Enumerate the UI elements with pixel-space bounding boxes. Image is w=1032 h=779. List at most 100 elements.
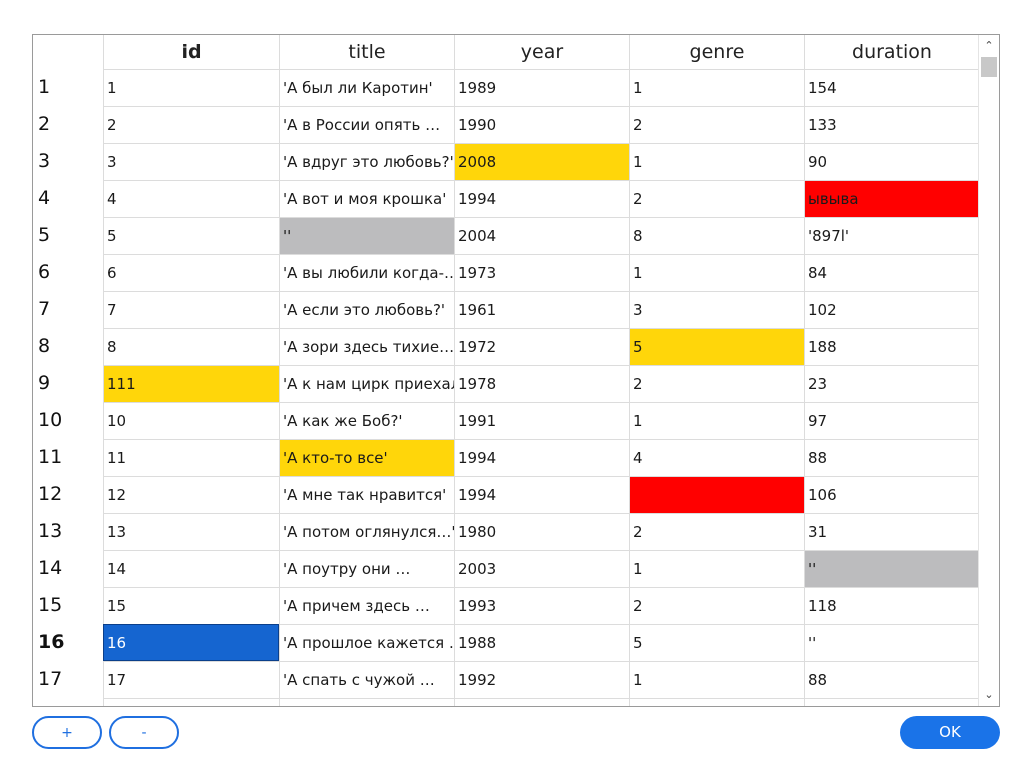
cell-duration[interactable]: 23 bbox=[804, 365, 979, 402]
cell-year[interactable]: 1973 bbox=[454, 254, 629, 291]
cell-id[interactable]: 13 bbox=[103, 513, 279, 550]
cell-duration[interactable]: 31 bbox=[804, 513, 979, 550]
cell-genre[interactable]: 3 bbox=[629, 291, 804, 328]
cell-duration[interactable]: 118 bbox=[804, 587, 979, 624]
cell-duration[interactable]: 133 bbox=[804, 106, 979, 143]
cell-genre[interactable]: 4 bbox=[629, 439, 804, 476]
cell-id[interactable]: 12 bbox=[103, 476, 279, 513]
cell-duration[interactable]: 154 bbox=[804, 69, 979, 106]
cell-id[interactable]: 4 bbox=[103, 180, 279, 217]
cell-genre[interactable]: 5 bbox=[629, 624, 804, 661]
add-row-button[interactable]: + bbox=[32, 716, 102, 749]
row-number[interactable]: 4 bbox=[38, 187, 51, 209]
cell-year[interactable]: 1993 bbox=[454, 587, 629, 624]
cell-title[interactable] bbox=[279, 698, 454, 706]
cell-title[interactable]: 'А поутру они … bbox=[279, 550, 454, 587]
cell-genre[interactable]: 1 bbox=[629, 550, 804, 587]
row-number[interactable]: 17 bbox=[38, 668, 63, 690]
cell-id[interactable]: 11 bbox=[103, 439, 279, 476]
cell-title[interactable]: 'А зори здесь тихие…' bbox=[279, 328, 454, 365]
cell-title[interactable]: 'А вы любили когда-… bbox=[279, 254, 454, 291]
cell-id[interactable]: 111 bbox=[103, 365, 279, 402]
cell-title[interactable]: 'А кто-то все' bbox=[279, 439, 454, 476]
cell-year[interactable]: 1972 bbox=[454, 328, 629, 365]
cell-genre[interactable]: 2 bbox=[629, 513, 804, 550]
cell-duration[interactable]: '' bbox=[804, 550, 979, 587]
table-row[interactable] bbox=[33, 698, 979, 706]
cell-year[interactable]: 1994 bbox=[454, 439, 629, 476]
cell-genre[interactable]: 1 bbox=[629, 143, 804, 180]
cell-title[interactable]: 'А если это любовь?' bbox=[279, 291, 454, 328]
cell-id[interactable]: 10 bbox=[103, 402, 279, 439]
table-row[interactable]: 3 3 'А вдруг это любовь?' 2008 1 90 bbox=[33, 143, 979, 180]
vertical-scrollbar[interactable]: ⌃ ⌄ bbox=[978, 35, 999, 706]
cell-year[interactable]: 1989 bbox=[454, 69, 629, 106]
cell-year[interactable]: 2003 bbox=[454, 550, 629, 587]
table-row[interactable]: 2 2 'А в России опять … 1990 2 133 bbox=[33, 106, 979, 143]
row-number[interactable]: 8 bbox=[38, 335, 51, 357]
row-number[interactable]: 12 bbox=[38, 483, 63, 505]
chevron-up-icon[interactable]: ⌃ bbox=[984, 39, 994, 52]
cell-genre[interactable]: 2 bbox=[629, 587, 804, 624]
table-row[interactable]: 5 5 '' 2004 8'897l' bbox=[33, 217, 979, 254]
table-row[interactable]: 17 17 'А спать с чужой … 1992 1 88 bbox=[33, 661, 979, 698]
cell-id[interactable]: 6 bbox=[103, 254, 279, 291]
cell-title[interactable]: 'А причем здесь … bbox=[279, 587, 454, 624]
cell-genre[interactable]: 2 bbox=[629, 180, 804, 217]
cell-duration[interactable]: '897l' bbox=[804, 217, 979, 254]
cell-genre[interactable]: 1 bbox=[629, 402, 804, 439]
cell-genre[interactable]: 2 bbox=[629, 106, 804, 143]
table-row[interactable]: 7 7 'А если это любовь?' 1961 3 102 bbox=[33, 291, 979, 328]
row-number[interactable]: 13 bbox=[38, 520, 63, 542]
table-row[interactable]: 8 8 'А зори здесь тихие…' 1972 5 188 bbox=[33, 328, 979, 365]
column-header-id[interactable]: id bbox=[103, 35, 279, 69]
cell-year[interactable]: 1990 bbox=[454, 106, 629, 143]
cell-title[interactable]: 'А вот и моя крошка' bbox=[279, 180, 454, 217]
cell-duration[interactable]: 84 bbox=[804, 254, 979, 291]
cell-duration[interactable]: 188 bbox=[804, 328, 979, 365]
cell-duration[interactable]: 90 bbox=[804, 143, 979, 180]
row-number[interactable]: 5 bbox=[38, 224, 51, 246]
row-number[interactable]: 3 bbox=[38, 150, 51, 172]
row-number[interactable]: 1 bbox=[38, 76, 51, 98]
cell-genre[interactable]: 2 bbox=[629, 365, 804, 402]
cell-id[interactable]: 14 bbox=[103, 550, 279, 587]
cell-year[interactable]: 1988 bbox=[454, 624, 629, 661]
table-row[interactable]: 16 16 'А прошлое кажется … 1988 5 '' bbox=[33, 624, 979, 661]
row-number[interactable]: 7 bbox=[38, 298, 51, 320]
table-row[interactable]: 9 111 'А к нам цирк приехал' 1978 2 23 bbox=[33, 365, 979, 402]
cell-id[interactable]: 3 bbox=[103, 143, 279, 180]
cell-year[interactable]: 1992 bbox=[454, 661, 629, 698]
cell-title[interactable]: 'А к нам цирк приехал' bbox=[279, 365, 454, 402]
cell-title[interactable]: 'А потом оглянулся…' bbox=[279, 513, 454, 550]
cell-year[interactable]: 1994 bbox=[454, 476, 629, 513]
cell-genre[interactable] bbox=[629, 476, 804, 513]
cell-year[interactable]: 1978 bbox=[454, 365, 629, 402]
table-row[interactable]: 14 14 'А поутру они … 2003 1 '' bbox=[33, 550, 979, 587]
cell-year[interactable] bbox=[454, 698, 629, 706]
cell-duration[interactable]: ывыва bbox=[804, 180, 979, 217]
row-number[interactable]: 2 bbox=[38, 113, 51, 135]
cell-duration[interactable] bbox=[804, 698, 979, 706]
cell-year[interactable]: 1994 bbox=[454, 180, 629, 217]
table-row[interactable]: 4 4 'А вот и моя крошка' 1994 2 ывыва bbox=[33, 180, 979, 217]
remove-row-button[interactable]: - bbox=[109, 716, 179, 749]
cell-genre[interactable]: 1 bbox=[629, 661, 804, 698]
cell-genre[interactable]: 8 bbox=[629, 217, 804, 254]
column-header-year[interactable]: year bbox=[454, 35, 629, 69]
cell-id[interactable]: 2 bbox=[103, 106, 279, 143]
cell-genre[interactable] bbox=[629, 698, 804, 706]
cell-year[interactable]: 1991 bbox=[454, 402, 629, 439]
cell-title[interactable]: 'А мне так нравится' bbox=[279, 476, 454, 513]
table-row[interactable]: 6 6 'А вы любили когда-… 1973 1 84 bbox=[33, 254, 979, 291]
row-number[interactable]: 15 bbox=[38, 594, 63, 616]
row-number[interactable]: 11 bbox=[38, 446, 63, 468]
column-header-title[interactable]: title bbox=[279, 35, 454, 69]
cell-id[interactable]: 16 bbox=[103, 624, 279, 661]
table-row[interactable]: 10 10 'А как же Боб?' 1991 1 97 bbox=[33, 402, 979, 439]
cell-duration[interactable]: 102 bbox=[804, 291, 979, 328]
cell-duration[interactable]: 88 bbox=[804, 661, 979, 698]
cell-id[interactable]: 17 bbox=[103, 661, 279, 698]
row-number[interactable]: 10 bbox=[38, 409, 63, 431]
cell-title[interactable]: 'А спать с чужой … bbox=[279, 661, 454, 698]
